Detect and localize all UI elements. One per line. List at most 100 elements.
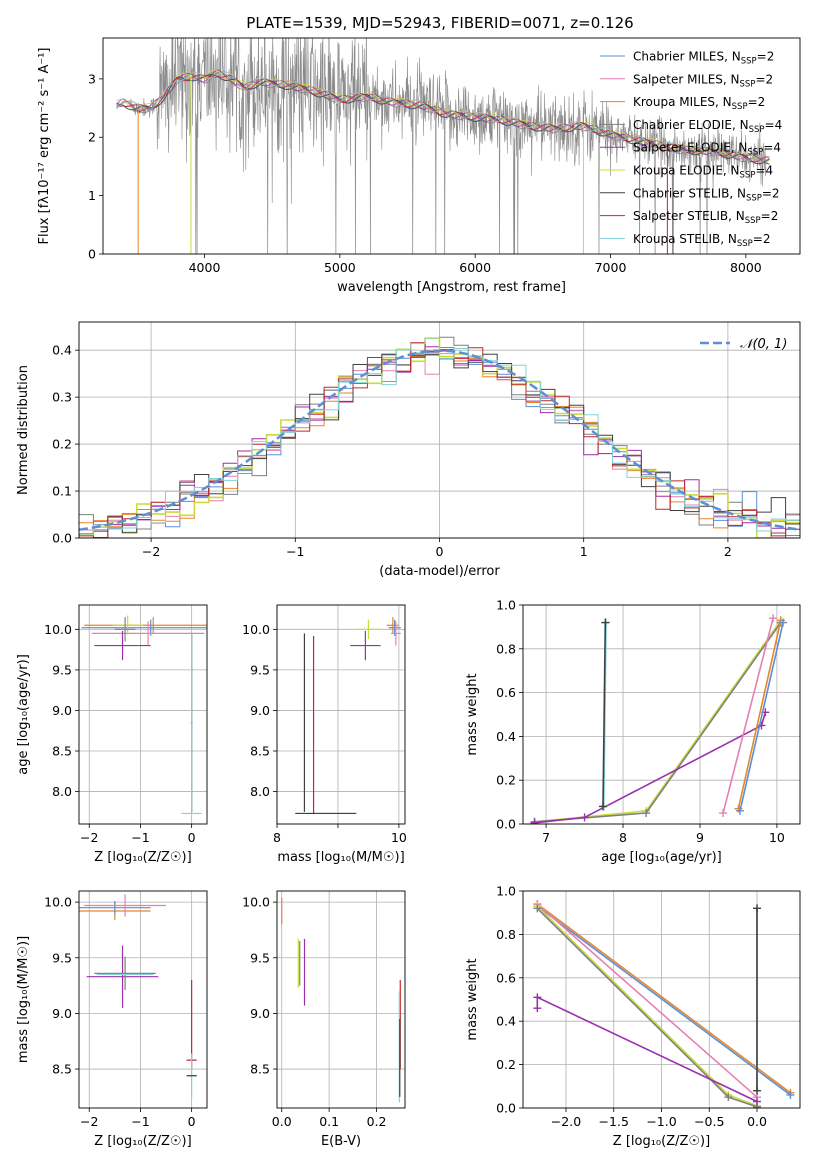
tick-label-x: 0.0	[272, 1114, 292, 1129]
tick-label-y: 9.5	[52, 662, 72, 677]
tick-label-x: −0.5	[694, 1114, 724, 1129]
chart-mass-vs-EBV: 0.0 0.1 0.2 8.5 9.0 9.5 10.0 E(B-V)	[242, 890, 406, 1149]
tick-label-x: 0	[436, 544, 444, 559]
tick-label-x: 5000	[324, 260, 356, 275]
chart-age-vs-Z: −2 −1 0 8.0 8.5 9.0 9.5 10.0 Z [log₁₀(Z/Z☉)] age …	[16, 604, 208, 865]
tick-label-y: 2	[88, 130, 96, 145]
errorbar-kroupa_elodie	[356, 619, 381, 640]
legend: Chabrier MILES, NSSP=2 Salpeter MILES, NS…	[600, 50, 782, 249]
tick-label-y: 8.5	[250, 744, 270, 759]
axis-label-x: Z [log₁₀(Z/Z☉)]	[94, 850, 191, 865]
errorbar-chabrier_miles	[79, 901, 151, 915]
legend-label: Salpeter STELIB, NSSP=2	[633, 209, 778, 226]
plot-area	[79, 336, 800, 538]
tick-label-x: 0	[188, 1114, 196, 1129]
tick-label-x: 0	[188, 830, 196, 845]
data-point	[724, 1093, 733, 1102]
legend-label: Salpeter MILES, NSSP=2	[633, 72, 773, 89]
tick-label-x: −1.0	[646, 1114, 676, 1129]
tick-label-x: 2	[724, 544, 732, 559]
tick-label-y: 10.0	[242, 895, 270, 910]
series-line	[737, 620, 782, 809]
series-line	[534, 712, 767, 824]
axis-label-x: wavelength [Angstrom, rest frame]	[337, 280, 566, 295]
series-chabrier_miles	[735, 618, 788, 815]
plot-area	[533, 900, 795, 1108]
tick-label-y: 0.8	[496, 641, 516, 656]
series-chabrier_miles	[533, 902, 795, 1099]
axis-label-y: mass weight	[465, 958, 480, 1040]
tick-label-y: 9.5	[250, 662, 270, 677]
errorbar-salpeter_elodie	[86, 945, 159, 1008]
model-chabrier_stelib	[116, 74, 770, 165]
legend-suffix: =4	[763, 141, 781, 155]
model-kroupa_elodie	[116, 69, 770, 163]
series-line	[536, 903, 758, 1098]
tick-label-x: 10	[391, 830, 407, 845]
data-point	[719, 809, 728, 818]
series-chabrier_stelib	[599, 618, 610, 811]
legend-subscript: SSP	[746, 193, 762, 203]
tick-label-y: 9.5	[250, 950, 270, 965]
legend-suffix: =4	[765, 118, 783, 132]
tick-label-x: 10	[769, 830, 785, 845]
tick-label-y: 0.2	[496, 773, 516, 788]
legend-suffix: =2	[755, 72, 773, 86]
errorbar-salpeter_elodie	[350, 630, 381, 661]
tick-label-x: 8000	[730, 260, 762, 275]
tick-label-x: 7	[542, 830, 550, 845]
tick-label-x: −2	[80, 830, 98, 845]
tick-label-y: 10.0	[242, 622, 270, 637]
chart-weight-vs-Z: −2.0 −1.5 −1.0 −0.5 0.0 0.0 0.2 0.4 0.6 0.8 1.0 Z […	[465, 884, 801, 1149]
figure-title: PLATE=1539, MJD=52943, FIBERID=0071, z=0…	[246, 14, 633, 32]
tick-label-y: 3	[88, 71, 96, 86]
legend-label: Kroupa ELODIE, NSSP=4	[633, 164, 773, 181]
data-point	[599, 802, 608, 811]
tick-label-x: −2	[142, 544, 160, 559]
series-line	[722, 617, 774, 814]
legend-suffix: =2	[762, 186, 780, 200]
series-line	[536, 996, 758, 1103]
model-kroupa_stelib	[116, 71, 770, 161]
data-point	[753, 1086, 762, 1095]
plot-area	[530, 614, 788, 824]
normal-curve	[79, 349, 798, 532]
tick-label-y: 0.2	[496, 1057, 516, 1072]
data-point	[735, 806, 744, 815]
tick-label-y: 9.0	[250, 703, 270, 718]
series-salpeter_elodie	[533, 993, 762, 1106]
errorbar-chabrier_elodie	[94, 956, 156, 991]
plot-area	[81, 615, 207, 815]
legend-label: Kroupa MILES, NSSP=2	[633, 95, 765, 112]
axis-label-y: Flux [fλ10⁻¹⁷ erg cm⁻² s⁻¹ A⁻¹]	[37, 48, 52, 245]
legend-subscript: SSP	[732, 102, 748, 112]
legend-label: Chabrier STELIB, NSSP=2	[633, 186, 780, 203]
observed-spectrum	[129, 38, 767, 254]
axes-frame	[522, 890, 801, 1109]
chart-age-vs-mass: 8 10 8.0 8.5 9.0 9.5 10.0 mass [log₁₀(M/M☉)]	[242, 604, 407, 865]
tick-label-x: 0.1	[319, 1114, 339, 1129]
errorbar-salpeter_miles	[84, 894, 167, 917]
chart-residuals: −2 −1 0 1 2 0.0 0.1 0.2 0.3 0.4 (data-model)/error…	[16, 321, 801, 579]
tick-label-y: 0.1	[52, 484, 72, 499]
tick-label-y: 1.0	[496, 598, 516, 613]
data-point	[769, 614, 778, 623]
axes-frame	[102, 37, 801, 255]
tick-label-y: 0.2	[52, 437, 72, 452]
tick-label-y: 9.5	[52, 950, 72, 965]
legend-subscript: SSP	[740, 79, 756, 89]
legend-subscript: SSP	[745, 216, 761, 226]
tick-label-x: 1	[580, 544, 588, 559]
series-chabrier_elodie	[533, 904, 762, 1108]
tick-label-x: −2.0	[551, 1114, 581, 1129]
axis-label-y: Normed distribution	[16, 365, 31, 495]
data-point	[533, 1004, 542, 1013]
tick-label-x: −1.5	[599, 1114, 629, 1129]
legend-subscript: SSP	[737, 239, 753, 249]
tick-label-y: 10.0	[44, 895, 72, 910]
data-point	[642, 809, 651, 818]
legend: 𝒩(0, 1)	[700, 337, 787, 352]
axis-label-x: E(B-V)	[321, 1134, 361, 1149]
plot-area	[116, 38, 770, 254]
tick-label-x: 0.2	[367, 1114, 387, 1129]
